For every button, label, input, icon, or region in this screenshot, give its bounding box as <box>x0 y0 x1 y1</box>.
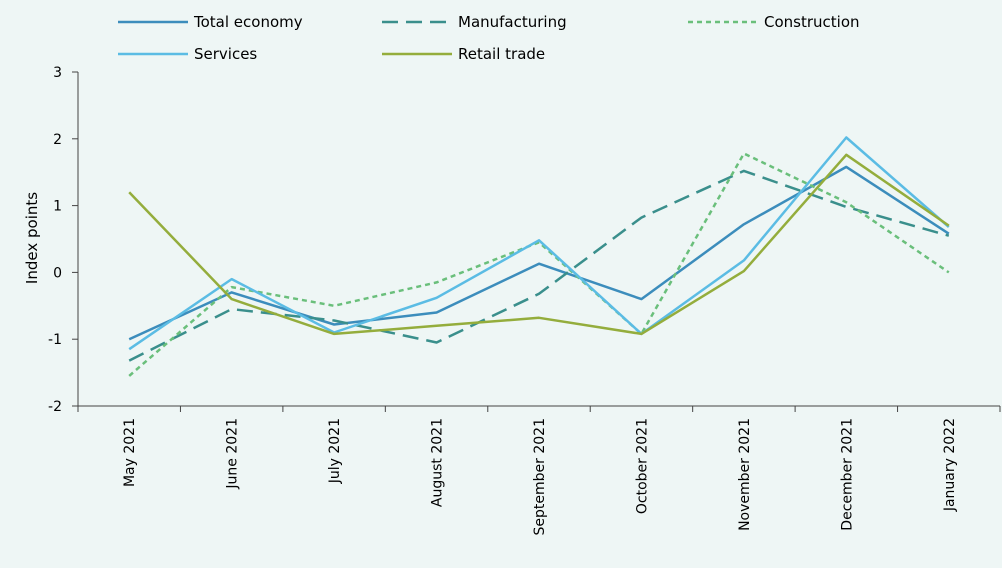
y-tick-label: -2 <box>48 399 62 415</box>
y-tick-label: 2 <box>53 132 62 148</box>
legend-label-retail-trade: Retail trade <box>458 45 545 63</box>
x-tick-label: January 2022 <box>942 418 958 512</box>
legend-label-construction: Construction <box>764 13 860 31</box>
legend-label-manufacturing: Manufacturing <box>458 13 567 31</box>
x-tick-label: December 2021 <box>839 418 855 531</box>
series-line-construction <box>128 152 950 377</box>
x-tick-label: May 2021 <box>122 418 138 487</box>
series-line-retail-trade <box>128 153 950 336</box>
series-line-total-economy <box>128 165 950 341</box>
legend: Total economy Manufacturing Construction Se… <box>118 13 860 63</box>
series-lines <box>128 136 950 377</box>
x-tick-label: June 2021 <box>225 418 241 490</box>
series-line-manufacturing <box>128 169 950 362</box>
x-tick-label: August 2021 <box>430 418 446 507</box>
x-tick-label: October 2021 <box>634 418 650 514</box>
y-tick-label: 1 <box>53 199 62 215</box>
legend-label-total-economy: Total economy <box>193 13 303 31</box>
y-axis-title: Index points <box>23 192 41 284</box>
y-tick-label: 0 <box>53 265 62 281</box>
legend-label-services: Services <box>194 45 257 63</box>
y-tick-label: 3 <box>53 65 62 81</box>
x-tick-label: July 2021 <box>327 418 343 484</box>
x-tick-label: September 2021 <box>532 418 548 535</box>
series-line-services <box>128 136 950 351</box>
y-tick-label: -1 <box>48 332 62 348</box>
x-tick-label: November 2021 <box>737 418 753 531</box>
axes: -2 -1 0 1 2 3 May 2021 June 2021 July 2021 August… <box>48 65 1001 535</box>
